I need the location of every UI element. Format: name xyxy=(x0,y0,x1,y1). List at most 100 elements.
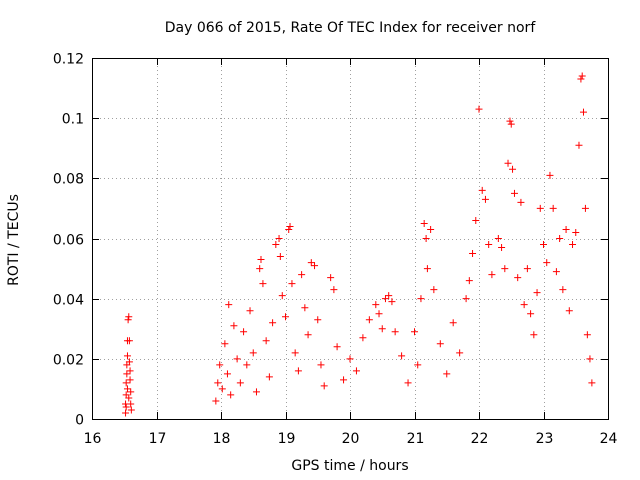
data-point xyxy=(240,328,248,336)
data-point xyxy=(123,385,131,393)
data-point xyxy=(352,367,360,375)
data-point xyxy=(298,271,306,279)
data-point xyxy=(257,256,265,264)
data-point xyxy=(125,337,133,345)
data-point xyxy=(243,361,251,369)
data-point xyxy=(127,400,135,408)
data-point xyxy=(481,195,489,203)
y-tick-label: 0 xyxy=(75,413,84,429)
data-point xyxy=(575,141,583,149)
x-tick-label: 20 xyxy=(342,431,360,447)
y-tick-label: 0.02 xyxy=(53,353,84,369)
data-point xyxy=(375,310,383,318)
data-point xyxy=(301,304,309,312)
data-point xyxy=(125,394,133,402)
data-point xyxy=(249,349,257,357)
data-point xyxy=(294,367,302,375)
data-point xyxy=(562,225,570,233)
data-point xyxy=(414,361,422,369)
data-point xyxy=(565,307,573,315)
data-point xyxy=(233,355,241,363)
data-point xyxy=(498,244,506,252)
data-point xyxy=(256,265,264,273)
data-point xyxy=(556,235,564,242)
data-point xyxy=(288,280,296,288)
data-point xyxy=(579,108,587,116)
data-point xyxy=(282,313,289,321)
data-point xyxy=(252,388,260,396)
data-point xyxy=(221,340,229,348)
data-point xyxy=(506,117,514,125)
data-point xyxy=(291,349,299,357)
data-point xyxy=(317,361,325,369)
x-tick-label: 22 xyxy=(471,431,489,447)
y-tick-label: 0.12 xyxy=(53,52,84,68)
x-tick-label: 19 xyxy=(278,431,296,447)
data-point xyxy=(449,319,457,327)
data-point xyxy=(494,235,502,242)
data-point xyxy=(572,228,580,236)
ticks-layer xyxy=(92,58,609,420)
data-point xyxy=(225,301,233,309)
data-point xyxy=(530,331,538,339)
data-point xyxy=(285,225,293,233)
data-point xyxy=(378,325,386,333)
data-point xyxy=(311,262,319,270)
data-point xyxy=(123,370,131,378)
data-point xyxy=(388,298,396,306)
grid-layer xyxy=(92,58,608,419)
data-point xyxy=(456,349,464,357)
data-point xyxy=(443,370,451,378)
data-point xyxy=(430,286,438,294)
data-point xyxy=(523,265,531,273)
data-point xyxy=(125,313,133,321)
data-point xyxy=(223,370,231,378)
data-point xyxy=(381,295,389,303)
data-point xyxy=(359,334,367,342)
data-point xyxy=(327,274,335,282)
data-point xyxy=(346,355,354,363)
data-point xyxy=(436,340,444,348)
data-point xyxy=(230,322,238,330)
data-point xyxy=(262,337,270,345)
data-point xyxy=(122,409,130,417)
data-point xyxy=(404,379,412,387)
data-point xyxy=(127,388,135,396)
data-point xyxy=(411,328,418,336)
data-point xyxy=(569,241,577,249)
data-point xyxy=(126,376,134,384)
data-point xyxy=(469,250,477,258)
y-tick-label: 0.08 xyxy=(53,172,84,188)
data-point xyxy=(588,379,596,387)
x-tick-label: 23 xyxy=(536,431,554,447)
data-point xyxy=(504,159,512,167)
series-group xyxy=(122,72,596,417)
data-point xyxy=(475,105,483,113)
data-point xyxy=(124,316,132,324)
data-point xyxy=(478,186,486,194)
plot-frame xyxy=(92,58,609,420)
y-axis-title: ROTI / TECUs xyxy=(6,194,22,286)
data-point xyxy=(462,295,470,303)
data-point xyxy=(122,403,130,411)
x-tick-label: 17 xyxy=(149,431,167,447)
data-point xyxy=(214,379,222,387)
data-point xyxy=(340,376,348,384)
data-point xyxy=(517,198,525,206)
data-point xyxy=(549,204,557,212)
data-point xyxy=(127,406,135,414)
tick-labels-layer: 16 17 18 19 20 21 22 23 24 0 0.02 0.04 0.06 0.08 0.1 0.… xyxy=(53,52,618,448)
data-point xyxy=(304,331,312,339)
data-point xyxy=(278,292,286,300)
data-point xyxy=(269,319,277,327)
data-point xyxy=(417,295,425,303)
data-point xyxy=(216,361,224,369)
data-point xyxy=(275,235,283,242)
data-point xyxy=(501,265,509,273)
x-tick-label: 16 xyxy=(84,431,102,447)
data-point xyxy=(272,241,280,249)
data-point xyxy=(559,286,567,294)
data-point xyxy=(472,216,480,224)
data-point xyxy=(581,204,589,212)
